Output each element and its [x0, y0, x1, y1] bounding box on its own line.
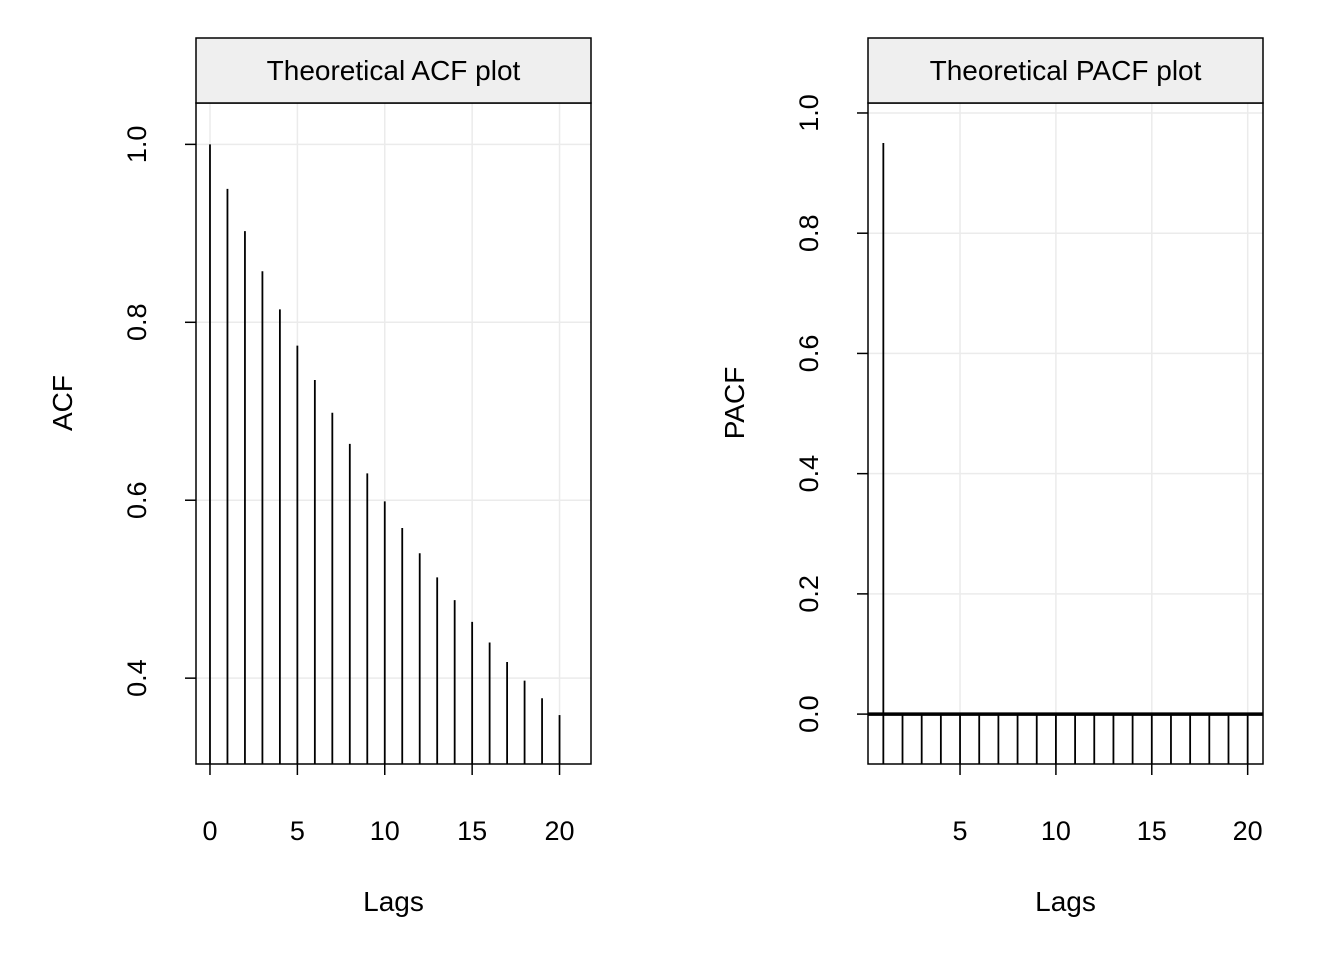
pacf-x-tick-label-0: 5 — [953, 816, 968, 846]
pacf-y-tick-label-3: 0.6 — [794, 335, 824, 373]
acf-title-strip — [195, 37, 592, 104]
pacf-y-tick-label-0: 0.0 — [794, 695, 824, 733]
acf-y-axis: 0.4 0.6 0.8 1.0 — [122, 126, 196, 697]
pacf-x-axis-title: Lags — [1035, 886, 1096, 917]
acf-y-tick-label-3: 1.0 — [122, 126, 152, 164]
acf-y-tick-label-0: 0.4 — [122, 659, 152, 697]
pacf-y-tick-label-4: 0.8 — [794, 214, 824, 252]
acf-x-tick-label-2: 10 — [370, 816, 400, 846]
pacf-y-tick-label-1: 0.2 — [794, 575, 824, 613]
pacf-y-axis: 0.0 0.2 0.4 0.6 0.8 1.0 — [794, 94, 868, 733]
acf-x-tick-label-3: 15 — [457, 816, 487, 846]
acf-x-tick-label-1: 5 — [290, 816, 305, 846]
pacf-y-axis-title: PACF — [719, 367, 750, 440]
acf-y-tick-label-2: 0.8 — [122, 304, 152, 342]
acf-plot-border — [195, 102, 592, 765]
pacf-spikes — [868, 143, 1263, 764]
acf-x-tick-label-4: 20 — [545, 816, 575, 846]
pacf-x-tick-label-1: 10 — [1041, 816, 1071, 846]
pacf-y-tick-label-5: 1.0 — [794, 94, 824, 132]
acf-x-tick-label-0: 0 — [202, 816, 217, 846]
pacf-y-tick-label-2: 0.4 — [794, 455, 824, 493]
acf-spikes — [209, 144, 561, 764]
pacf-plot-border — [867, 102, 1264, 765]
acf-x-axis: 0 5 10 15 20 — [202, 764, 575, 846]
pacf-x-tick-label-2: 15 — [1137, 816, 1167, 846]
acf-panel: Theoretical ACF plot 0 5 10 15 20 0.4 0.6 0.8 1… — [47, 37, 592, 917]
acf-grid — [196, 103, 591, 764]
acf-title: Theoretical ACF plot — [267, 55, 521, 86]
pacf-title-strip — [867, 37, 1264, 104]
acf-x-axis-title: Lags — [363, 886, 424, 917]
pacf-x-tick-label-3: 20 — [1233, 816, 1263, 846]
acf-y-tick-label-1: 0.6 — [122, 481, 152, 519]
pacf-x-axis: 5 10 15 20 — [953, 764, 1263, 846]
pacf-panel: Theoretical PACF plot 5 10 15 20 0.00.20.40… — [719, 37, 1264, 917]
acf-y-axis-title: ACF — [47, 375, 78, 431]
pacf-title: Theoretical PACF plot — [930, 55, 1202, 86]
pacf-grid — [868, 103, 1263, 764]
